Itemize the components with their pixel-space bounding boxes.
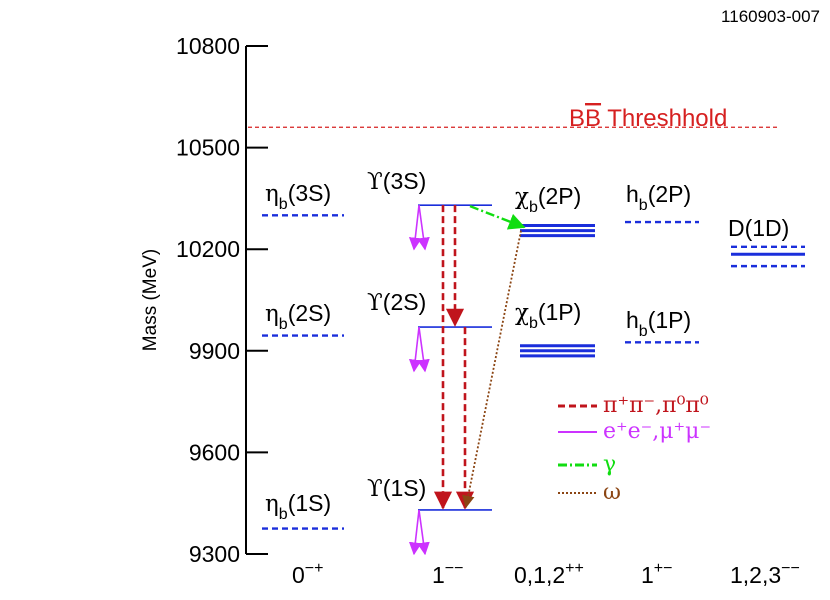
omega-chib2P-to-1S — [462, 230, 522, 509]
column-1-main: 1 — [432, 562, 445, 588]
chib2P-arg: (2P) — [538, 183, 581, 209]
etab1S-arg: (1S) — [288, 490, 331, 516]
ee-ups3S-a — [408, 205, 422, 251]
y-tick-label-10200: 10200 — [176, 236, 240, 262]
legend-label-gamma: γ — [603, 452, 616, 477]
column-3-sup: +− — [654, 560, 673, 577]
energy-levels — [262, 204, 805, 530]
label-chib2P: χb(2P) — [515, 183, 581, 216]
etab2S-sym: η — [265, 301, 279, 327]
label-chib1P: χb(1P) — [515, 299, 581, 332]
label-ups3S: ϒ(3S) — [367, 168, 426, 195]
y-tick-label-9600: 9600 — [189, 439, 240, 465]
etab2S-arg: (2S) — [288, 300, 331, 326]
column-2-main: 0,1,2 — [514, 562, 565, 588]
chib2P-sym: χ — [515, 184, 529, 210]
column-label-3: 1+− — [641, 560, 672, 588]
hb1P-sub: b — [639, 323, 648, 340]
legend-label-ee: e⁺e⁻,μ⁺μ⁻ — [603, 419, 711, 444]
chib2P-sub: b — [529, 199, 538, 216]
ee-ups1S-b — [417, 509, 430, 556]
ups2S-sym: ϒ — [367, 290, 383, 316]
label-etab2S: ηb(2S) — [265, 300, 331, 333]
ee-ups2S-b — [417, 326, 430, 373]
y-tick-label-10500: 10500 — [176, 135, 240, 161]
column-label-0: 0−+ — [292, 560, 323, 588]
column-4-sup: −− — [781, 560, 800, 577]
etab1S-sub: b — [279, 506, 288, 523]
etab1S-sym: η — [265, 491, 279, 517]
ee-ups3S-b — [417, 205, 430, 251]
transitions — [408, 205, 526, 556]
ups3S-arg: (3S) — [383, 168, 426, 194]
column-2-sup: ++ — [565, 560, 584, 577]
hb2P-sym: h — [626, 181, 639, 207]
legend: π⁺π⁻,π⁰π⁰ e⁺e⁻,μ⁺μ⁻ γ ω — [558, 393, 711, 505]
hb2P-arg: (2P) — [648, 181, 691, 207]
figure-id: 1160903-007 — [721, 7, 820, 26]
y-tick-label-9300: 9300 — [189, 541, 240, 567]
ee-ups1S-a — [408, 509, 422, 556]
column-label-2: 0,1,2++ — [514, 560, 584, 588]
ups1S-sym: ϒ — [367, 476, 383, 502]
y-tick-label-10800: 10800 — [176, 33, 240, 59]
bb-threshold-bbar: B — [585, 105, 601, 132]
etab2S-sub: b — [279, 316, 288, 333]
etab3S-sub: b — [279, 196, 288, 213]
column-label-4: 1,2,3−− — [730, 560, 800, 588]
ups3S-sym: ϒ — [367, 169, 383, 195]
column-0-main: 0 — [292, 562, 305, 588]
label-ups2S: ϒ(2S) — [367, 289, 426, 316]
label-hb2P: hb(2P) — [626, 181, 691, 214]
ups1S-arg: (1S) — [383, 475, 426, 501]
bb-threshold-b: B — [569, 105, 585, 132]
column-label-1: 1−− — [432, 560, 463, 588]
label-d1D: D(1D) — [728, 215, 789, 241]
etab3S-sym: η — [265, 181, 279, 207]
label-ups1S: ϒ(1S) — [367, 475, 426, 502]
label-etab3S: ηb(3S) — [265, 180, 331, 213]
chib1P-sym: χ — [515, 300, 529, 326]
column-3-main: 1 — [641, 562, 654, 588]
y-axis-ticks: 10800 10500 10200 9900 9600 9300 — [176, 33, 268, 567]
y-axis-label: Mass (MeV) — [140, 249, 161, 351]
legend-label-omega: ω — [603, 480, 621, 505]
hb1P-sym: h — [626, 307, 639, 333]
label-hb1P: hb(1P) — [626, 307, 691, 340]
chib1P-arg: (1P) — [538, 299, 581, 325]
bb-threshold-label: BB Threshhold — [569, 105, 727, 132]
label-etab1S: ηb(1S) — [265, 490, 331, 523]
column-4-main: 1,2,3 — [730, 562, 781, 588]
y-tick-label-9900: 9900 — [189, 338, 240, 364]
bb-threshold-text: Threshhold — [601, 105, 727, 132]
ee-ups2S-a — [408, 327, 422, 373]
ups2S-arg: (2S) — [383, 289, 426, 315]
chib1P-sub: b — [529, 315, 538, 332]
column-1-sup: −− — [445, 560, 464, 577]
legend-label-pipi: π⁺π⁻,π⁰π⁰ — [603, 393, 709, 418]
hb2P-sub: b — [639, 197, 648, 214]
etab3S-arg: (3S) — [288, 180, 331, 206]
column-0-sup: −+ — [305, 560, 324, 577]
hb1P-arg: (1P) — [648, 307, 691, 333]
